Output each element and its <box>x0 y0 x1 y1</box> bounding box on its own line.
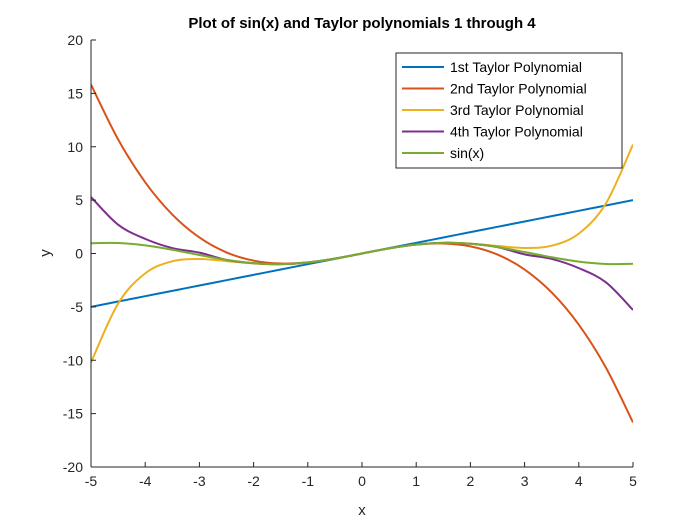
legend-label-5: sin(x) <box>450 145 484 161</box>
legend: 1st Taylor Polynomial 2nd Taylor Polynomi… <box>395 52 623 169</box>
chart-title: Plot of sin(x) and Taylor polynomials 1 … <box>188 15 536 32</box>
legend-label-2: 2nd Taylor Polynomial <box>450 81 587 97</box>
legend-label-1: 1st Taylor Polynomial <box>450 59 582 75</box>
x-tick-label: 2 <box>467 473 475 489</box>
y-tick-label: 15 <box>67 85 83 101</box>
y-tick-label: 5 <box>75 192 83 208</box>
series-line-5 <box>91 241 633 266</box>
x-axis-label: x <box>358 502 366 519</box>
y-tick-group: -20 -15 -10 -5 0 5 10 15 20 <box>63 32 96 475</box>
x-tick-label: -1 <box>302 473 315 489</box>
y-tick-label: -15 <box>63 406 83 422</box>
y-axis-label: y <box>37 249 54 257</box>
y-tick-label: 0 <box>75 246 83 262</box>
x-tick-label: 5 <box>629 473 637 489</box>
x-tick-label: -5 <box>85 473 98 489</box>
y-tick-label: -20 <box>63 459 83 475</box>
x-tick-label: 3 <box>521 473 529 489</box>
x-tick-label: 1 <box>412 473 420 489</box>
y-tick-label: 20 <box>67 32 83 48</box>
legend-label-3: 3rd Taylor Polynomial <box>450 102 584 118</box>
x-tick-label: -4 <box>139 473 152 489</box>
x-tick-label: 4 <box>575 473 583 489</box>
y-tick-label: 10 <box>67 139 83 155</box>
legend-label-4: 4th Taylor Polynomial <box>450 124 583 140</box>
y-tick-label: -10 <box>63 352 83 368</box>
legend-entries: 1st Taylor Polynomial 2nd Taylor Polynomi… <box>402 59 587 161</box>
x-tick-label: -3 <box>193 473 206 489</box>
y-tick-label: -5 <box>71 299 84 315</box>
x-tick-label: 0 <box>358 473 366 489</box>
x-tick-group: -5 -4 -3 -2 -1 0 1 2 3 4 5 <box>85 462 637 489</box>
x-tick-label: -2 <box>247 473 260 489</box>
series-group <box>91 84 633 423</box>
